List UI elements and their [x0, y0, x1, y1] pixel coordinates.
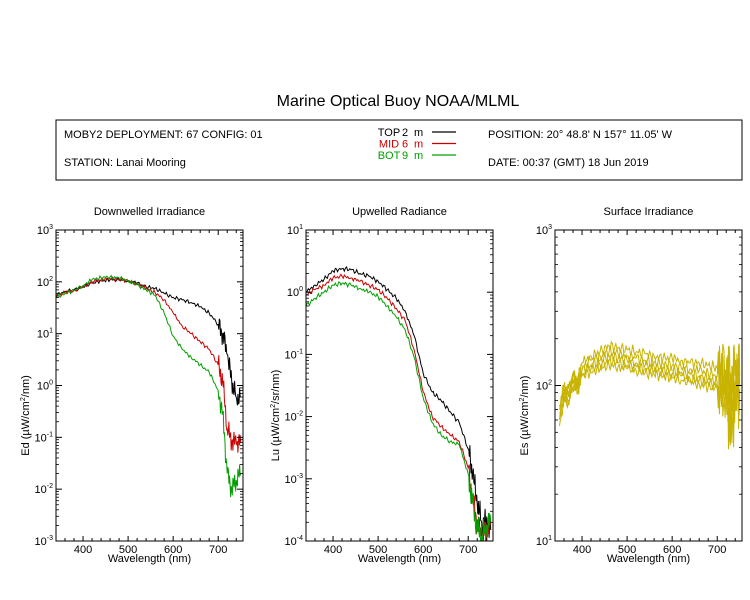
legend-depth: 2 — [402, 127, 408, 139]
legend-depth: 6 — [402, 139, 408, 151]
y-tick-label: 101 — [287, 224, 303, 237]
y-tick-label: 10-3 — [35, 535, 54, 548]
series-line — [306, 281, 492, 541]
y-tick-label: 101 — [37, 328, 53, 341]
x-tick-label: 500 — [618, 544, 636, 556]
y-tick-label: 101 — [536, 535, 552, 548]
x-tick-label: 500 — [119, 544, 137, 556]
x-tick-label: 400 — [324, 544, 342, 556]
series-line — [306, 266, 492, 538]
x-axis-label: Wavelength (nm) — [607, 553, 690, 565]
panel-title: Surface Irradiance — [604, 206, 694, 218]
y-axis-label: Ed (µW/cm2/nm) — [20, 375, 32, 456]
y-tick-label: 10-2 — [35, 483, 54, 496]
chart-panel: Downwelled Irradiance 400 500 600 700 Wavelen… — [20, 206, 244, 565]
chart-panels: Downwelled Irradiance 400 500 600 700 Wavelen… — [20, 206, 743, 565]
y-tick-label: 100 — [287, 286, 303, 299]
series-line — [559, 353, 741, 443]
x-tick-label: 400 — [74, 544, 92, 556]
legend-unit: m — [414, 127, 423, 139]
x-tick-label: 600 — [663, 544, 681, 556]
y-tick-label: 102 — [536, 380, 552, 393]
legend-name: MID — [379, 139, 399, 151]
legend-unit: m — [414, 139, 423, 151]
panel-title: Downwelled Irradiance — [94, 206, 205, 218]
y-tick-label: 10-3 — [285, 473, 304, 486]
y-tick-label: 103 — [536, 224, 552, 237]
y-tick-label: 102 — [37, 276, 53, 289]
main-title: Marine Optical Buoy NOAA/MLML — [277, 93, 520, 110]
x-tick-label: 600 — [164, 544, 182, 556]
chart-panel: Upwelled Radiance 400 500 600 700 Wavelength … — [270, 206, 494, 565]
x-tick-label: 500 — [369, 544, 387, 556]
panel-title: Upwelled Radiance — [352, 206, 447, 218]
y-tick-label: 10-1 — [35, 431, 54, 444]
legend-item: BOT 9 m — [378, 150, 456, 162]
legend-name: TOP — [378, 127, 400, 139]
chart-panel: Surface Irradiance 400 500 600 700 Wavelength… — [519, 206, 743, 565]
y-tick-label: 10-4 — [285, 535, 304, 548]
series-line — [56, 276, 241, 406]
legend-unit: m — [414, 150, 423, 162]
date-label: DATE: 00:37 (GMT) 18 Jun 2019 — [488, 157, 649, 169]
plot-frame — [305, 229, 494, 542]
series-line — [56, 276, 242, 453]
y-axis-label: Lu (µW/cm2/sr/nm) — [270, 370, 282, 462]
x-tick-label: 600 — [414, 544, 432, 556]
y-tick-label: 10-1 — [285, 348, 304, 361]
series-line — [559, 357, 741, 450]
x-axis-label: Wavelength (nm) — [108, 553, 191, 565]
y-tick-label: 103 — [37, 224, 53, 237]
deployment-label: MOBY2 DEPLOYMENT: 67 CONFIG: 01 — [64, 129, 263, 141]
plot-frame — [55, 229, 244, 542]
x-axis-label: Wavelength (nm) — [358, 553, 441, 565]
position-label: POSITION: 20° 48.8' N 157° 11.05' W — [488, 129, 673, 141]
legend-depth: 9 — [402, 150, 408, 162]
legend-item: MID 6 m — [379, 139, 456, 151]
x-tick-label: 700 — [209, 544, 227, 556]
series-line — [306, 273, 492, 541]
y-axis-label: Es (µW/cm2/nm) — [519, 376, 531, 456]
x-tick-label: 700 — [459, 544, 477, 556]
legend-name: BOT — [378, 150, 401, 162]
legend-item: TOP 2 m — [378, 127, 456, 139]
x-tick-label: 700 — [708, 544, 726, 556]
series-line — [56, 274, 242, 498]
info-box: MOBY2 DEPLOYMENT: 67 CONFIG: 01 STATION:… — [55, 119, 743, 181]
y-tick-label: 100 — [37, 380, 53, 393]
station-label: STATION: Lanai Mooring — [64, 157, 186, 169]
x-tick-label: 400 — [573, 544, 591, 556]
y-tick-label: 10-2 — [285, 411, 304, 424]
